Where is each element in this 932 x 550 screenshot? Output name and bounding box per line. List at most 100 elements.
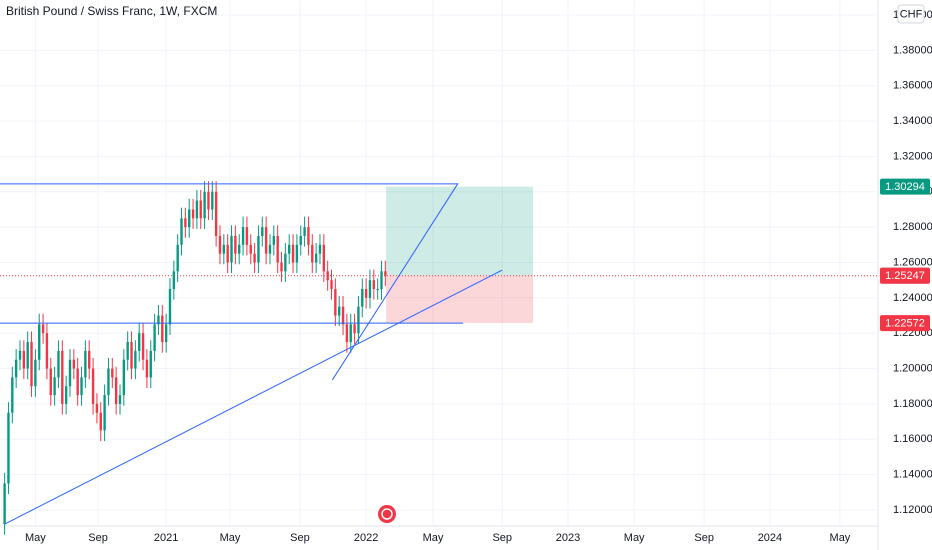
price-tag-label: 1.22572	[885, 318, 925, 330]
candle-body	[88, 350, 91, 369]
currency-label[interactable]: CHF	[900, 8, 923, 20]
candle-body	[334, 289, 337, 316]
trend-line	[4, 269, 503, 525]
candle-body	[345, 324, 349, 343]
candle-body	[22, 350, 26, 369]
candle-body	[303, 227, 306, 236]
loss-zone	[386, 275, 534, 324]
candle-body	[80, 377, 83, 396]
candle-body	[176, 244, 179, 272]
candle-body	[249, 244, 252, 254]
y-tick-label: 1.34000	[893, 115, 932, 127]
candle-body	[26, 342, 29, 369]
candle-body	[349, 324, 352, 343]
y-tick-label: 1.24000	[893, 292, 932, 304]
candle-body	[49, 368, 52, 396]
candle-body	[203, 191, 206, 219]
x-tick-label: May	[220, 532, 241, 544]
candle-body	[307, 227, 310, 245]
price-tag-label: 1.30294	[885, 181, 925, 193]
candle-body	[7, 412, 10, 484]
candle-body	[91, 368, 95, 404]
candle-body	[384, 271, 387, 276]
candle-body	[61, 350, 64, 404]
candle-body	[264, 227, 268, 254]
x-tick-label: 2024	[758, 532, 782, 544]
candle-body	[330, 280, 333, 290]
candle-body	[161, 315, 164, 343]
candle-body	[138, 333, 141, 351]
candle-body	[376, 289, 379, 291]
candle-body	[272, 235, 276, 245]
currency-button[interactable]	[897, 4, 925, 24]
candle-body	[103, 395, 106, 431]
price-tag-label: 1.25247	[885, 270, 925, 282]
y-tick-label: 1.36000	[893, 80, 932, 92]
x-tick-label: 2023	[556, 532, 580, 544]
candle-body	[122, 359, 126, 396]
candle-body	[11, 377, 14, 413]
candle-body	[361, 289, 364, 307]
profit-zone	[386, 186, 534, 276]
candle-body	[30, 342, 33, 387]
x-tick-label: May	[423, 532, 444, 544]
candle-body	[280, 262, 283, 272]
candle-body	[184, 218, 187, 228]
candle-body	[95, 403, 99, 413]
candle-body	[134, 350, 137, 369]
candle-body	[72, 359, 76, 369]
x-tick-label: Sep	[88, 532, 108, 544]
candle-body	[284, 253, 287, 272]
x-tick-label: May	[830, 532, 851, 544]
candle-body	[3, 483, 6, 525]
candle-body	[207, 191, 210, 210]
candle-body	[195, 200, 199, 219]
candle-body	[364, 289, 368, 298]
candle-body	[126, 342, 129, 360]
candle-body	[172, 271, 176, 290]
candle-body	[226, 244, 229, 263]
candle-body	[99, 412, 102, 431]
x-tick-label: Sep	[290, 532, 310, 544]
candle-body	[141, 333, 145, 360]
x-tick-label: Sep	[694, 532, 714, 544]
candle-body	[149, 350, 152, 378]
event-icon[interactable]	[378, 505, 396, 523]
y-tick-label: 1.14000	[893, 469, 932, 481]
candle-body	[199, 200, 202, 219]
chart-title: British Pound / Swiss Franc, 1W, FXCM	[6, 4, 217, 18]
candle-body	[357, 306, 360, 334]
candle-body	[84, 350, 87, 378]
candle-body	[311, 244, 314, 263]
candle-body	[238, 244, 241, 254]
candle-body	[214, 191, 218, 236]
x-tick-label: May	[624, 532, 645, 544]
candle-body	[118, 395, 122, 404]
y-tick-label: 1.28000	[893, 221, 932, 233]
candle-body	[107, 368, 110, 396]
grid	[0, 0, 878, 525]
candle-body	[18, 350, 22, 360]
candle-body	[68, 359, 72, 387]
candle-body	[295, 244, 299, 263]
candle-body	[253, 253, 256, 263]
candle-body	[230, 235, 233, 263]
candle-body	[180, 218, 183, 245]
candle-body	[222, 244, 226, 254]
y-tick-label: 1.12000	[893, 504, 932, 516]
y-tick-label: 1.32000	[893, 150, 932, 162]
y-tick-label: 1.18000	[893, 398, 932, 410]
candle-body	[145, 359, 149, 378]
y-tick-label: 1.26000	[893, 256, 932, 268]
candle-body	[38, 324, 41, 360]
candle-body	[241, 227, 245, 245]
axes: 1.120001.140001.160001.180001.200001.220…	[25, 9, 932, 544]
candle-body	[341, 306, 345, 325]
candle-body	[368, 280, 372, 298]
candle-body	[164, 324, 168, 343]
candle-body	[130, 342, 133, 369]
trend-line	[331, 183, 459, 381]
y-tick-label: 1.16000	[893, 433, 932, 445]
